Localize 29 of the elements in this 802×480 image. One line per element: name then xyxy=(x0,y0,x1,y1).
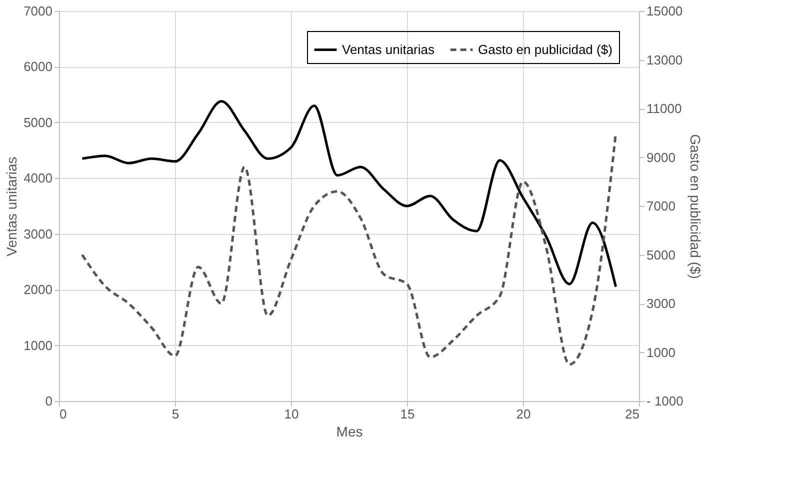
x-tick-label: 20 xyxy=(516,406,531,422)
x-tick-label: 0 xyxy=(60,406,67,422)
x-axis-title: Mes xyxy=(336,424,363,440)
y-tick-label: 0 xyxy=(45,394,52,408)
y2-tick-label: 3000 xyxy=(646,296,676,311)
y-tick-label: 7000 xyxy=(24,4,52,18)
y2-tick-label: 9000 xyxy=(646,150,676,165)
legend-label: Gasto en publicidad ($) xyxy=(478,42,612,57)
y-tick-label: 1000 xyxy=(24,338,52,353)
y2-tick-label: 15000 xyxy=(646,4,683,18)
y2-tick-label: 1000 xyxy=(646,344,676,360)
y2-tick-label: 13000 xyxy=(646,52,683,68)
y2-tick-label: 11000 xyxy=(646,101,682,116)
y-tick-label: 2000 xyxy=(24,282,52,298)
y-tick-label: 6000 xyxy=(24,59,52,74)
x-tick-label: 25 xyxy=(625,406,640,422)
line-series xyxy=(80,100,618,288)
y-tick-label: 3000 xyxy=(24,226,52,242)
y-tick-label: 4000 xyxy=(24,170,52,186)
y2-tick-label: - 1000 xyxy=(646,394,684,408)
x-tick-label: 5 xyxy=(172,406,180,422)
y2-tick-label: 5000 xyxy=(646,247,676,262)
legend-label: Ventas unitarias xyxy=(342,42,436,57)
y-tick-label: 5000 xyxy=(24,114,52,130)
y2-tick-label: 7000 xyxy=(646,198,676,214)
x-tick-label: 10 xyxy=(284,406,299,422)
y2-axis-title: Gasto en publicidad ($) xyxy=(687,134,704,279)
y-axis-title: Ventas unitarias xyxy=(4,156,20,256)
x-tick-label: 15 xyxy=(400,406,415,422)
